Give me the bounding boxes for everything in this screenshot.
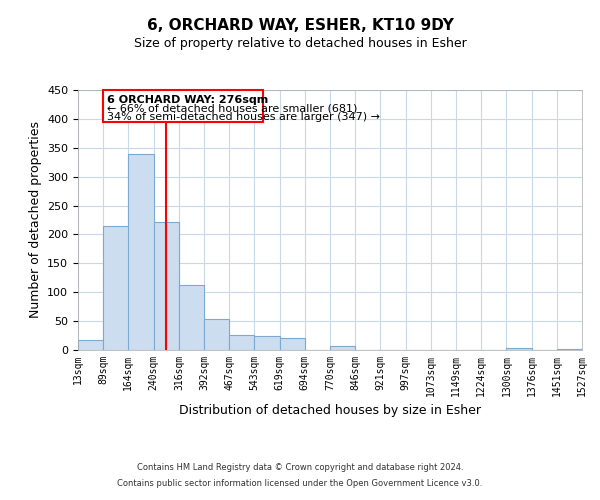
Text: 6 ORCHARD WAY: 276sqm: 6 ORCHARD WAY: 276sqm	[107, 94, 269, 104]
Bar	[506, 348, 532, 350]
Bar	[154, 222, 179, 350]
Bar	[557, 349, 582, 350]
Text: Size of property relative to detached houses in Esher: Size of property relative to detached ho…	[134, 38, 466, 51]
Bar	[280, 338, 305, 350]
Text: ← 66% of detached houses are smaller (681): ← 66% of detached houses are smaller (68…	[107, 104, 358, 114]
Bar	[103, 226, 128, 350]
Bar	[330, 346, 355, 350]
X-axis label: Distribution of detached houses by size in Esher: Distribution of detached houses by size …	[179, 404, 481, 417]
Bar	[179, 284, 204, 350]
Bar	[229, 335, 254, 350]
Y-axis label: Number of detached properties: Number of detached properties	[29, 122, 41, 318]
Text: 6, ORCHARD WAY, ESHER, KT10 9DY: 6, ORCHARD WAY, ESHER, KT10 9DY	[146, 18, 454, 32]
Text: Contains HM Land Registry data © Crown copyright and database right 2024.: Contains HM Land Registry data © Crown c…	[137, 464, 463, 472]
FancyBboxPatch shape	[103, 90, 263, 122]
Bar	[78, 340, 103, 350]
Bar	[128, 154, 154, 350]
Text: 34% of semi-detached houses are larger (347) →: 34% of semi-detached houses are larger (…	[107, 112, 380, 122]
Bar	[254, 336, 280, 350]
Bar	[204, 320, 229, 350]
Text: Contains public sector information licensed under the Open Government Licence v3: Contains public sector information licen…	[118, 478, 482, 488]
